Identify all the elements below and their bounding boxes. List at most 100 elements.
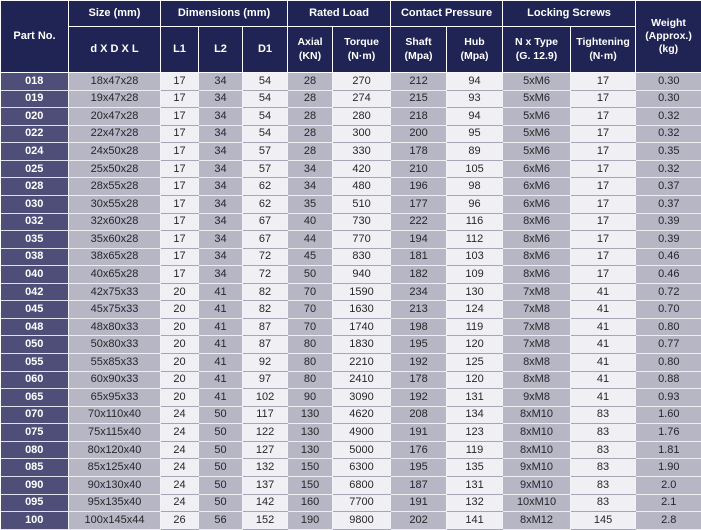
cell-part-no: 038 <box>0 248 69 267</box>
cell-shaft: 176 <box>390 441 447 460</box>
cell-axial: 70 <box>287 318 333 337</box>
cell-l2: 41 <box>198 300 243 319</box>
cell-d1: 54 <box>241 125 288 144</box>
cell-shaft: 192 <box>390 353 447 372</box>
cell-axial: 45 <box>287 248 333 267</box>
cell-shaft: 195 <box>390 458 447 477</box>
header-axial: Axial (KN) <box>287 26 334 73</box>
cell-hub: 109 <box>446 265 503 284</box>
cell-d1: 57 <box>241 142 288 161</box>
header-l1: L1 <box>160 26 199 73</box>
cell-d1: 54 <box>241 107 288 126</box>
table-row: 050 50x80x33 20 41 87 80 1830 195 120 7xM8 41 0.77 <box>0 335 701 354</box>
cell-torque: 330 <box>332 142 391 161</box>
cell-tightening: 17 <box>570 125 636 144</box>
cell-screws: 5xM6 <box>502 72 571 91</box>
cell-weight: 2.1 <box>635 494 701 513</box>
cell-l1: 24 <box>160 406 199 425</box>
cell-weight: 1.76 <box>635 423 701 442</box>
header-n-type: N x Type (G. 12.9) <box>502 26 572 73</box>
cell-axial: 130 <box>287 441 333 460</box>
cell-l1: 24 <box>160 476 199 495</box>
cell-l2: 34 <box>198 107 243 126</box>
cell-torque: 280 <box>332 107 391 126</box>
cell-size: 100x145x44 <box>68 511 161 530</box>
cell-l2: 34 <box>198 125 243 144</box>
cell-screws: 8xM12 <box>502 511 571 530</box>
cell-tightening: 83 <box>570 476 636 495</box>
cell-l2: 41 <box>198 353 243 372</box>
cell-tightening: 83 <box>570 423 636 442</box>
cell-screws: 6xM6 <box>502 160 571 179</box>
cell-d1: 117 <box>241 406 288 425</box>
cell-shaft: 181 <box>390 248 447 267</box>
cell-hub: 119 <box>446 441 503 460</box>
cell-l2: 41 <box>198 388 243 407</box>
cell-torque: 3090 <box>332 388 391 407</box>
cell-l1: 24 <box>160 458 199 477</box>
cell-torque: 510 <box>332 195 391 214</box>
cell-part-no: 060 <box>0 371 69 390</box>
cell-tightening: 17 <box>570 265 636 284</box>
cell-d1: 132 <box>241 458 288 477</box>
cell-l1: 20 <box>160 335 199 354</box>
cell-size: 18x47x28 <box>68 72 161 91</box>
table-row: 080 80x120x40 24 50 127 130 5000 176 119 8xM10 83 1… <box>0 441 701 460</box>
cell-l1: 24 <box>160 494 199 513</box>
cell-screws: 7xM8 <box>502 318 571 337</box>
table-row: 035 35x60x28 17 34 67 44 770 194 112 8xM6 17 0.39 <box>0 230 701 249</box>
cell-weight: 1.60 <box>635 406 701 425</box>
cell-axial: 130 <box>287 423 333 442</box>
cell-axial: 28 <box>287 72 333 91</box>
cell-hub: 135 <box>446 458 503 477</box>
cell-size: 70x110x40 <box>68 406 161 425</box>
cell-part-no: 025 <box>0 160 69 179</box>
cell-hub: 112 <box>446 230 503 249</box>
cell-shaft: 191 <box>390 423 447 442</box>
table-row: 075 75x115x40 24 50 122 130 4900 191 123 8xM10 83 1… <box>0 423 701 442</box>
cell-tightening: 17 <box>570 248 636 267</box>
cell-axial: 35 <box>287 195 333 214</box>
cell-axial: 160 <box>287 494 333 513</box>
cell-part-no: 035 <box>0 230 69 249</box>
cell-d1: 87 <box>241 318 288 337</box>
table-row: 038 38x65x28 17 34 72 45 830 181 103 8xM6 17 0.46 <box>0 248 701 267</box>
cell-l2: 34 <box>198 177 243 196</box>
cell-weight: 0.80 <box>635 318 701 337</box>
cell-part-no: 045 <box>0 300 69 319</box>
cell-hub: 132 <box>446 494 503 513</box>
cell-screws: 8xM8 <box>502 371 571 390</box>
header-shaft: Shaft (Mpa) <box>390 26 448 73</box>
table-row: 030 30x55x28 17 34 62 35 510 177 96 6xM6 17 0.37 <box>0 195 701 214</box>
cell-weight: 0.37 <box>635 195 701 214</box>
cell-size: 40x65x28 <box>68 265 161 284</box>
cell-l2: 34 <box>198 72 243 91</box>
cell-d1: 72 <box>241 248 288 267</box>
cell-axial: 28 <box>287 125 333 144</box>
cell-size: 65x95x33 <box>68 388 161 407</box>
cell-d1: 152 <box>241 511 288 530</box>
cell-d1: 127 <box>241 441 288 460</box>
cell-torque: 480 <box>332 177 391 196</box>
cell-weight: 0.46 <box>635 265 701 284</box>
cell-shaft: 178 <box>390 142 447 161</box>
cell-screws: 5xM6 <box>502 142 571 161</box>
cell-d1: 54 <box>241 72 288 91</box>
cell-torque: 730 <box>332 213 391 232</box>
cell-axial: 90 <box>287 388 333 407</box>
cell-screws: 7xM8 <box>502 335 571 354</box>
header-l2: L2 <box>198 26 243 73</box>
header-d1: D1 <box>241 26 289 73</box>
cell-axial: 150 <box>287 476 333 495</box>
cell-size: 32x60x28 <box>68 213 161 232</box>
table-row: 020 20x47x28 17 34 54 28 280 218 94 5xM6 17 0.32 <box>0 107 701 126</box>
cell-axial: 28 <box>287 107 333 126</box>
cell-shaft: 198 <box>390 318 447 337</box>
cell-screws: 8xM6 <box>502 213 571 232</box>
cell-l1: 20 <box>160 371 199 390</box>
cell-l2: 34 <box>198 230 243 249</box>
cell-weight: 0.35 <box>635 142 701 161</box>
cell-tightening: 145 <box>570 511 636 530</box>
cell-shaft: 215 <box>390 90 447 109</box>
cell-shaft: 177 <box>390 195 447 214</box>
